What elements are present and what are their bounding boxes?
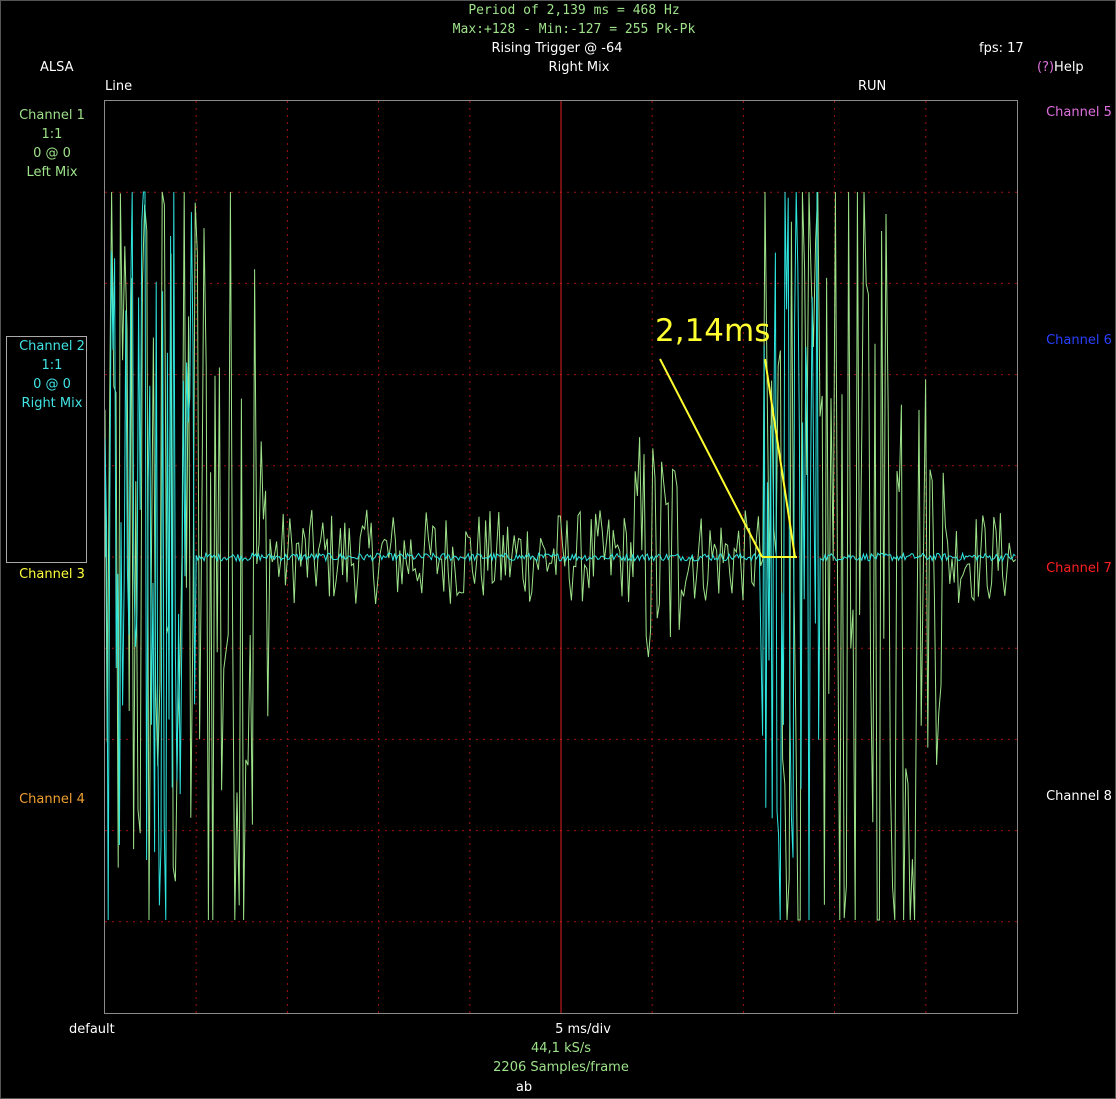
- channel-2-scale: 1:1: [41, 358, 63, 373]
- annotation-leader-line-right: [764, 358, 796, 558]
- default-label[interactable]: default: [69, 1022, 115, 1037]
- channel-2-trace: [105, 191, 1016, 921]
- help-icon: (?): [1037, 60, 1055, 75]
- period-readout: Period of 2,139 ms = 468 Hz: [468, 3, 680, 18]
- channel-1-name: Channel 1: [19, 108, 85, 123]
- channel-1-panel[interactable]: Channel 1 1:1 0 @ 0 Left Mix: [0, 106, 104, 182]
- trigger-label[interactable]: Rising Trigger @ -64: [491, 41, 623, 56]
- measurement-annotation: 2,14ms: [655, 313, 771, 349]
- channel-8-label[interactable]: Channel 8: [1046, 789, 1112, 804]
- channel-4-label[interactable]: Channel 4: [19, 792, 85, 807]
- channel-2-offset: 0 @ 0: [33, 377, 71, 392]
- channel-2-name: Channel 2: [19, 339, 85, 354]
- channel-3-label[interactable]: Channel 3: [19, 567, 85, 582]
- channel-7-label[interactable]: Channel 7: [1046, 561, 1112, 576]
- minmax-readout: Max:+128 - Min:-127 = 255 Pk-Pk: [452, 22, 696, 37]
- channel-1-offset: 0 @ 0: [33, 146, 71, 161]
- channel-2-source: Right Mix: [21, 396, 83, 411]
- channel-2-panel[interactable]: Channel 2 1:1 0 @ 0 Right Mix: [0, 337, 104, 413]
- channel-name-label: Right Mix: [548, 60, 610, 75]
- scope-screen[interactable]: [104, 100, 1018, 1014]
- channel-1-scale: 1:1: [41, 127, 63, 142]
- annotation-leader-line-left: [659, 358, 763, 558]
- help-label: Help: [1054, 60, 1084, 75]
- channel-6-label[interactable]: Channel 6: [1046, 333, 1112, 348]
- samples-per-frame-label: 2206 Samples/frame: [493, 1060, 629, 1075]
- line-label[interactable]: Line: [105, 79, 133, 94]
- ab-label[interactable]: ab: [515, 1080, 533, 1095]
- fps-label: fps: 17: [979, 41, 1024, 56]
- alsa-label[interactable]: ALSA: [40, 60, 74, 75]
- channel-5-label[interactable]: Channel 5: [1046, 105, 1112, 120]
- channel-2-selected-box: [6, 336, 87, 563]
- channel-1-source: Left Mix: [26, 165, 78, 180]
- channel-1-trace: [105, 191, 1017, 921]
- sample-rate-label: 44,1 kS/s: [530, 1041, 592, 1056]
- scope-canvas: [105, 101, 1017, 1013]
- timebase-label[interactable]: 5 ms/div: [555, 1022, 611, 1037]
- help-button[interactable]: (?)Help: [1037, 60, 1084, 75]
- run-button[interactable]: RUN: [858, 79, 887, 94]
